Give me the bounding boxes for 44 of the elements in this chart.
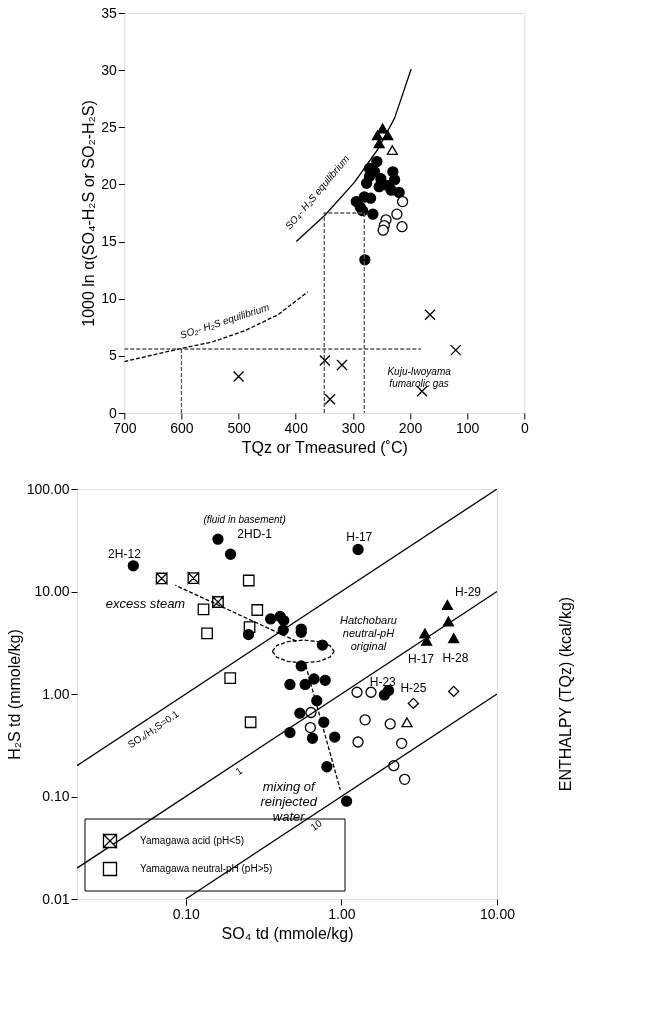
y-tick-label: 1.00 [42,685,70,702]
y-tick-label: 10.00 [34,583,70,599]
x-tick-label: 200 [398,419,423,436]
x-tick-label: 1.00 [328,905,356,922]
x-tick-label: 400 [284,419,309,436]
y-tick-label: 100.00 [26,480,70,497]
x-tick-label: 100 [455,419,480,436]
x-tick-label: 300 [341,419,366,436]
annotation: H-17 [407,652,435,667]
annotation: H-23 [369,675,397,690]
x-tick-label: 10.00 [479,905,516,922]
x-tick-label: 0 [520,419,529,436]
y-tick-label: 30 [101,61,118,78]
annotation: Kuju-Iwoyama fumarolic gas [387,365,452,389]
annotation: 10 [308,817,325,833]
y-tick-label: 20 [101,175,118,192]
y-tick-label: 35 [101,4,118,21]
annotation: H-29 [455,584,482,599]
x-tick-label: 600 [170,419,194,436]
annotation: 2HD-1 [237,527,273,542]
y-tick-label: 5 [109,347,118,364]
y-axis-title: H₂S td (mmole/kg) [5,629,23,760]
annotation: H-17 [346,530,373,545]
x-tick-label: 500 [227,419,251,436]
annotation: excess steam [105,595,186,611]
y-tick-label: 25 [101,118,118,135]
legend-label: Yamagawa acid (pH<5) [140,835,245,846]
text: ENTHALPY (TQz) (kcal/kg) [557,596,574,792]
x-tick-label: 0.10 [172,905,201,922]
annotation: H-28 [442,650,469,665]
y-tick-label: 0.01 [42,890,70,907]
x-axis-title: TQz or Tmeasured (˚C) [241,438,408,456]
y-tick-label: 0.10 [42,788,70,804]
annotation: 2H-12 [108,547,142,562]
annotation: 1 [233,764,245,778]
annotation: (fluid in basement) [203,514,286,526]
annotation: H-25 [400,680,427,695]
y-tick-label: 15 [101,233,118,250]
y-tick-label: 0 [109,404,118,421]
y-tick-label: 10 [101,290,118,307]
annotation: Hatchobaru neutral-pH original [340,613,397,652]
x-axis-title: SO₄ td (mmole/kg) [221,924,354,942]
y-axis-title: 1000 ln α(SO₄-H₂S or SO₂-H₂S) [80,100,98,327]
x-tick-label: 700 [113,419,137,436]
